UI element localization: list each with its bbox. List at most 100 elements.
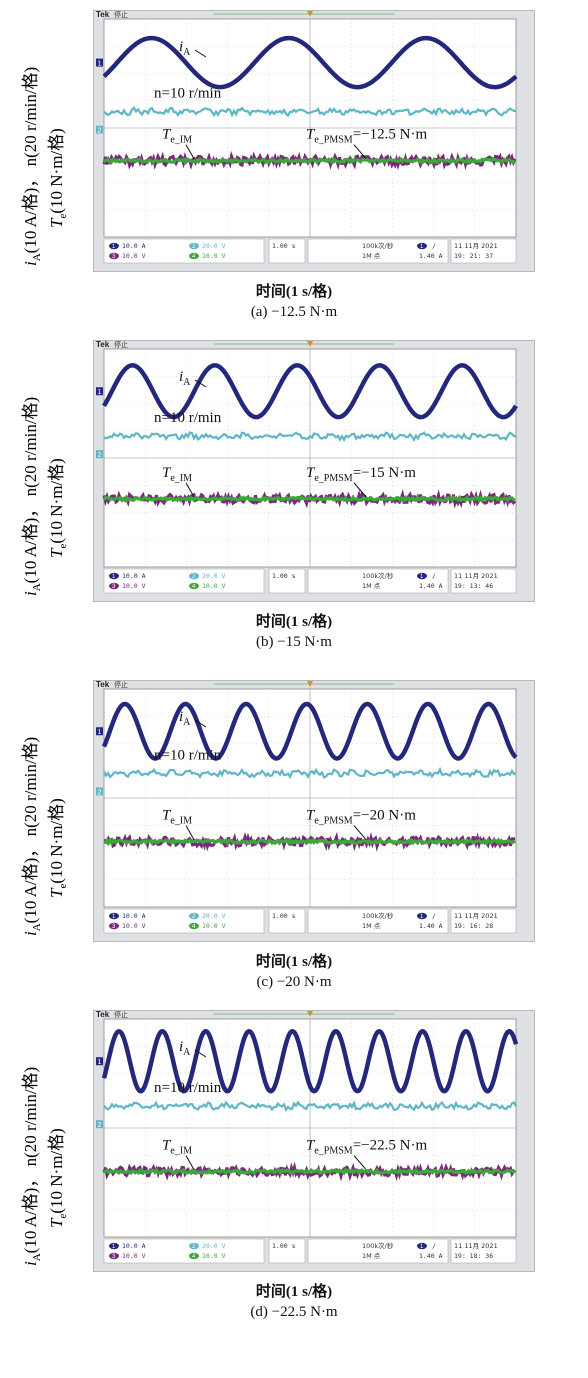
y-axis-label: iA(10 A/格)， n(20 r/min/格) Te(10 N·m/格): [21, 737, 69, 936]
ch2-num: 2: [192, 574, 196, 580]
chart-panel-1: iA(10 A/格)， n(20 r/min/格) Te(10 N·m/格) Tek…: [0, 10, 588, 330]
ch3-chip: [109, 582, 119, 590]
leader-iA: [194, 1049, 207, 1058]
sample-rate: 100k次/秒: [362, 1241, 394, 1250]
ch4-chip: [189, 582, 199, 590]
label-Te-IM-T: T: [162, 127, 172, 143]
ch2-marker: [96, 1120, 103, 1129]
y-axis-label: iA(10 A/格)， n(20 r/min/格) Te(10 N·m/格): [21, 397, 69, 596]
trigger-level: 1.40 A: [419, 252, 443, 260]
y-label-Te-sub: e: [57, 884, 69, 889]
label-Te-IM-sub: e_IM: [170, 135, 192, 146]
tek-brand: Tek: [96, 11, 110, 19]
label-iA-i: i: [179, 39, 183, 55]
timebase: 1.00 s: [272, 1242, 296, 1250]
label-Te-IM-T: T: [162, 465, 172, 481]
ch1-num: 1: [112, 914, 116, 920]
leader-Te-IM: [185, 482, 195, 498]
panel-caption: (c) −20 N·m: [256, 974, 332, 990]
x-axis-label: 时间(1 s/格): [255, 284, 333, 300]
trace-speed: [103, 1100, 517, 1113]
y-label-iA-sub: A: [31, 583, 43, 591]
timebase: 1.00 s: [272, 242, 296, 250]
y-label-Te-sub: e: [57, 544, 69, 549]
run-state: 停止: [114, 681, 128, 689]
label-speed: n=10 r/min: [154, 86, 222, 102]
ch1-marker: [96, 58, 103, 67]
ch3-num: 3: [112, 1254, 116, 1260]
label-Te-IM: Te_IM: [162, 465, 192, 484]
label-speed: n=10 r/min: [154, 747, 222, 763]
acq-box: [307, 568, 449, 594]
y-label-iA: i: [21, 591, 40, 596]
leader-Te-PMSM: [353, 825, 367, 840]
trace-current-iA: [102, 363, 518, 420]
trace-Te-IM: [104, 837, 517, 847]
ch1-marker: [96, 727, 103, 736]
trigger-chip: [417, 242, 427, 250]
ch4-num: 4: [192, 254, 196, 260]
y-label-line2-rest: (10 N·m/格): [47, 128, 66, 213]
datetime-box: [450, 238, 517, 264]
label-Te-PMSM-sub: e_PMSM: [314, 1146, 352, 1157]
ch1-chip: [109, 242, 119, 250]
chart-panel-4: iA(10 A/格)， n(20 r/min/格) Te(10 N·m/格) Tek…: [0, 1010, 588, 1330]
oscilloscope: Tek 停止 1 2 iA n=10 r/min Te_IM Te_PMSM=−12.5 N·…: [93, 10, 535, 272]
time: 19: 16: 28: [454, 922, 493, 930]
panel-caption: (b) −15 N·m: [256, 634, 332, 650]
leader-iA: [194, 49, 207, 58]
ch2-chip: [189, 242, 199, 250]
label-Te-PMSM-T: T: [306, 1138, 316, 1154]
y-label-iA: i: [21, 1261, 40, 1266]
ch3-scale: 10.0 V: [122, 252, 146, 260]
y-label-line1-rest: (10 A/格)， n(20 r/min/格): [21, 397, 40, 584]
acq-box: [307, 1238, 449, 1264]
ch2-scale: 20.0 V: [202, 1242, 226, 1250]
label-iA-i: i: [179, 1039, 183, 1055]
tek-brand: Tek: [96, 681, 110, 689]
label-speed: n=10 r/min: [154, 1080, 222, 1096]
label-iA: iA: [179, 39, 191, 58]
label-iA-i: i: [179, 369, 183, 385]
label-Te-IM-T: T: [162, 808, 172, 824]
sample-rate: 100k次/秒: [362, 911, 394, 920]
trigger-ch: 1: [420, 244, 424, 250]
trigger-level: 1.40 A: [419, 582, 443, 590]
channel-readout: [103, 568, 265, 594]
label-Te-PMSM-T: T: [306, 127, 316, 143]
trigger-slope: /: [432, 912, 436, 920]
label-iA-sub: A: [183, 47, 191, 58]
ch3-chip: [109, 1252, 119, 1260]
trigger-position-marker: [307, 11, 313, 17]
y-label-Te: T: [47, 887, 66, 898]
trigger-chip: [417, 572, 427, 580]
label-Te-PMSM-T: T: [306, 808, 316, 824]
label-Te-IM-sub: e_IM: [170, 1146, 192, 1157]
record-length: 1M 点: [362, 1252, 381, 1260]
label-iA: iA: [179, 369, 191, 388]
y-label-Te: T: [47, 217, 66, 228]
trace-speed: [103, 766, 517, 780]
run-state: 停止: [114, 11, 128, 19]
label-Te-PMSM-value: =−15 N·m: [353, 465, 416, 481]
label-Te-PMSM-sub: e_PMSM: [314, 135, 352, 146]
trigger-slope: /: [432, 572, 436, 580]
trigger-slope: /: [432, 242, 436, 250]
y-label-Te-sub: e: [57, 1214, 69, 1219]
ch3-num: 3: [112, 924, 116, 930]
y-label-line1: iA(10 A/格)， n(20 r/min/格): [21, 67, 43, 266]
label-iA: iA: [179, 1039, 191, 1058]
label-Te-PMSM-value: =−12.5 N·m: [353, 127, 428, 143]
trigger-position-marker: [307, 681, 313, 687]
timebase: 1.00 s: [272, 912, 296, 920]
record-length: 1M 点: [362, 252, 381, 260]
trace-Te-IM: [103, 1167, 516, 1177]
label-Te-IM-sub: e_IM: [170, 816, 192, 827]
ch4-chip: [189, 252, 199, 260]
y-label-line2: Te(10 N·m/格): [47, 1128, 69, 1228]
ch2-marker-label: 2: [98, 452, 102, 459]
label-iA-sub: A: [183, 377, 191, 388]
label-Te-PMSM-sub: e_PMSM: [314, 816, 352, 827]
x-axis-label: 时间(1 s/格): [255, 954, 333, 970]
